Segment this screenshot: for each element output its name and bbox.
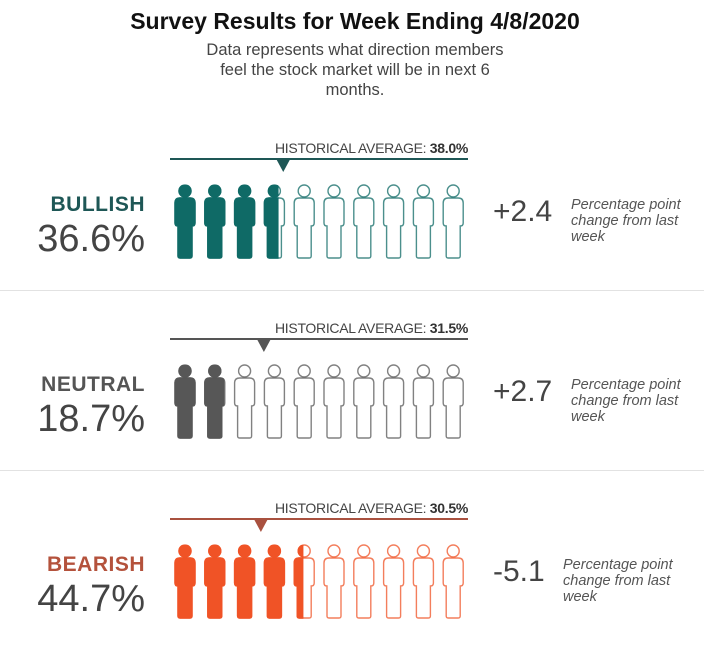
person-icon [293,544,315,619]
person-icon [204,184,226,259]
page-title: Survey Results for Week Ending 4/8/2020 [130,8,580,34]
change-value: +2.7 [493,375,553,408]
divider [0,290,704,291]
historical-average-marker [256,339,271,352]
category-label: NEUTRAL [41,373,145,396]
row-bullish: HISTORICAL AVERAGE: 38.0% BULLISH 36.6% … [0,130,710,310]
historical-average-marker [253,519,268,532]
hist-value: 38.0% [429,140,469,156]
person-icon [233,544,256,619]
person-icon [233,184,256,259]
person-icon [204,544,226,619]
person-icon [263,364,286,439]
person-icon [382,544,405,619]
hist-value: 30.5% [429,500,469,516]
historical-average-label: HISTORICAL AVERAGE: 38.0% [170,140,468,156]
person-icon [353,364,375,439]
person-icon [293,364,315,439]
row-bearish: HISTORICAL AVERAGE: 30.5% BEARISH 44.7% … [0,490,710,670]
historical-average-label: HISTORICAL AVERAGE: 31.5% [170,320,468,336]
percent-value: 44.7% [37,578,145,620]
person-icon [382,364,405,439]
person-icon [353,544,375,619]
person-icon [233,364,256,439]
pictogram [170,158,468,259]
person-icon [263,184,286,259]
person-icon [293,184,315,259]
change-note: Percentage point change from last week [571,377,681,425]
page-subtitle: Data represents what direction members f… [206,41,504,99]
category-label: BULLISH [50,193,145,216]
hist-label-text: HISTORICAL AVERAGE: [275,140,427,156]
person-icon [174,544,196,619]
person-icon [263,544,286,619]
hist-value: 31.5% [429,320,469,336]
person-icon [323,184,345,259]
category-label: BEARISH [46,553,145,576]
change-value: -5.1 [493,555,545,588]
person-icon [204,364,226,439]
hist-label-text: HISTORICAL AVERAGE: [275,500,427,516]
row-neutral: HISTORICAL AVERAGE: 31.5% NEUTRAL 18.7% … [0,310,710,490]
person-icon [412,544,435,619]
person-icon [323,544,345,619]
person-icon [353,184,375,259]
person-icon [412,184,435,259]
divider [0,470,704,471]
person-icon [442,184,464,259]
person-icon [174,184,196,259]
percent-value: 36.6% [37,218,145,260]
historical-average-label: HISTORICAL AVERAGE: 30.5% [170,500,468,516]
person-icon [323,364,345,439]
hist-label-text: HISTORICAL AVERAGE: [275,320,427,336]
change-note: Percentage point change from last week [571,197,681,245]
pictogram [170,338,468,439]
person-icon [442,544,464,619]
change-value: +2.4 [493,195,553,228]
person-icon [174,364,196,439]
historical-average-marker [276,159,291,172]
pictogram [170,518,468,619]
person-icon [442,364,464,439]
percent-value: 18.7% [37,398,145,440]
person-icon [382,184,405,259]
person-icon [412,364,435,439]
change-note: Percentage point change from last week [563,557,673,605]
